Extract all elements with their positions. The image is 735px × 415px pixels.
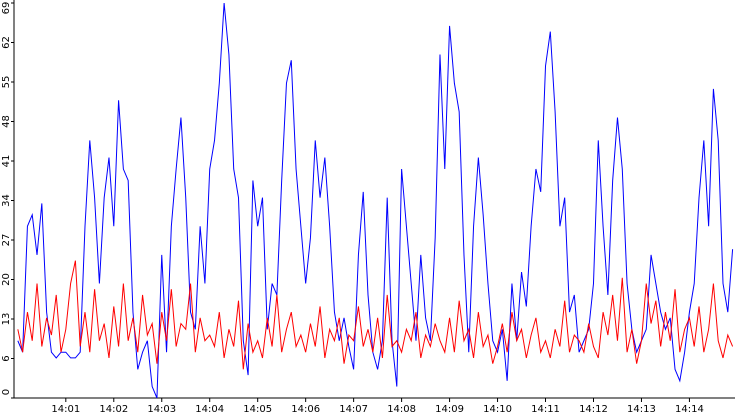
x-tick-label: 14:12 [579, 404, 608, 415]
y-tick-label: 55 [1, 76, 12, 89]
x-tick-label: 14:14 [675, 404, 704, 415]
y-tick-label: 34 [1, 194, 12, 207]
x-tick-label: 14:02 [99, 404, 128, 415]
x-tick-label: 14:13 [627, 404, 656, 415]
y-tick-label: 41 [1, 155, 12, 168]
y-tick-label: 27 [1, 234, 12, 247]
x-tick-label: 14:11 [531, 404, 560, 415]
x-tick-label: 14:03 [147, 404, 176, 415]
x-tick-label: 14:07 [339, 404, 368, 415]
y-tick-label: 48 [1, 115, 12, 128]
x-tick-label: 14:04 [195, 404, 224, 415]
y-tick-label: 0 [1, 389, 12, 395]
x-tick-label: 14:09 [435, 404, 464, 415]
x-tick-label: 14:05 [243, 404, 272, 415]
y-tick-label: 6 [1, 355, 12, 361]
data-line [17, 2, 734, 399]
x-tick-label: 14:08 [387, 404, 416, 415]
x-tick-label: 14:10 [483, 404, 512, 415]
x-tick-label: 14:01 [51, 404, 80, 415]
y-tick-label: 20 [1, 273, 12, 286]
y-tick-label: 69 [1, 2, 12, 15]
x-tick-label: 14:06 [291, 404, 320, 415]
y-tick-label: 62 [1, 36, 12, 49]
data-line [17, 260, 734, 370]
y-tick-label: 13 [1, 313, 12, 326]
